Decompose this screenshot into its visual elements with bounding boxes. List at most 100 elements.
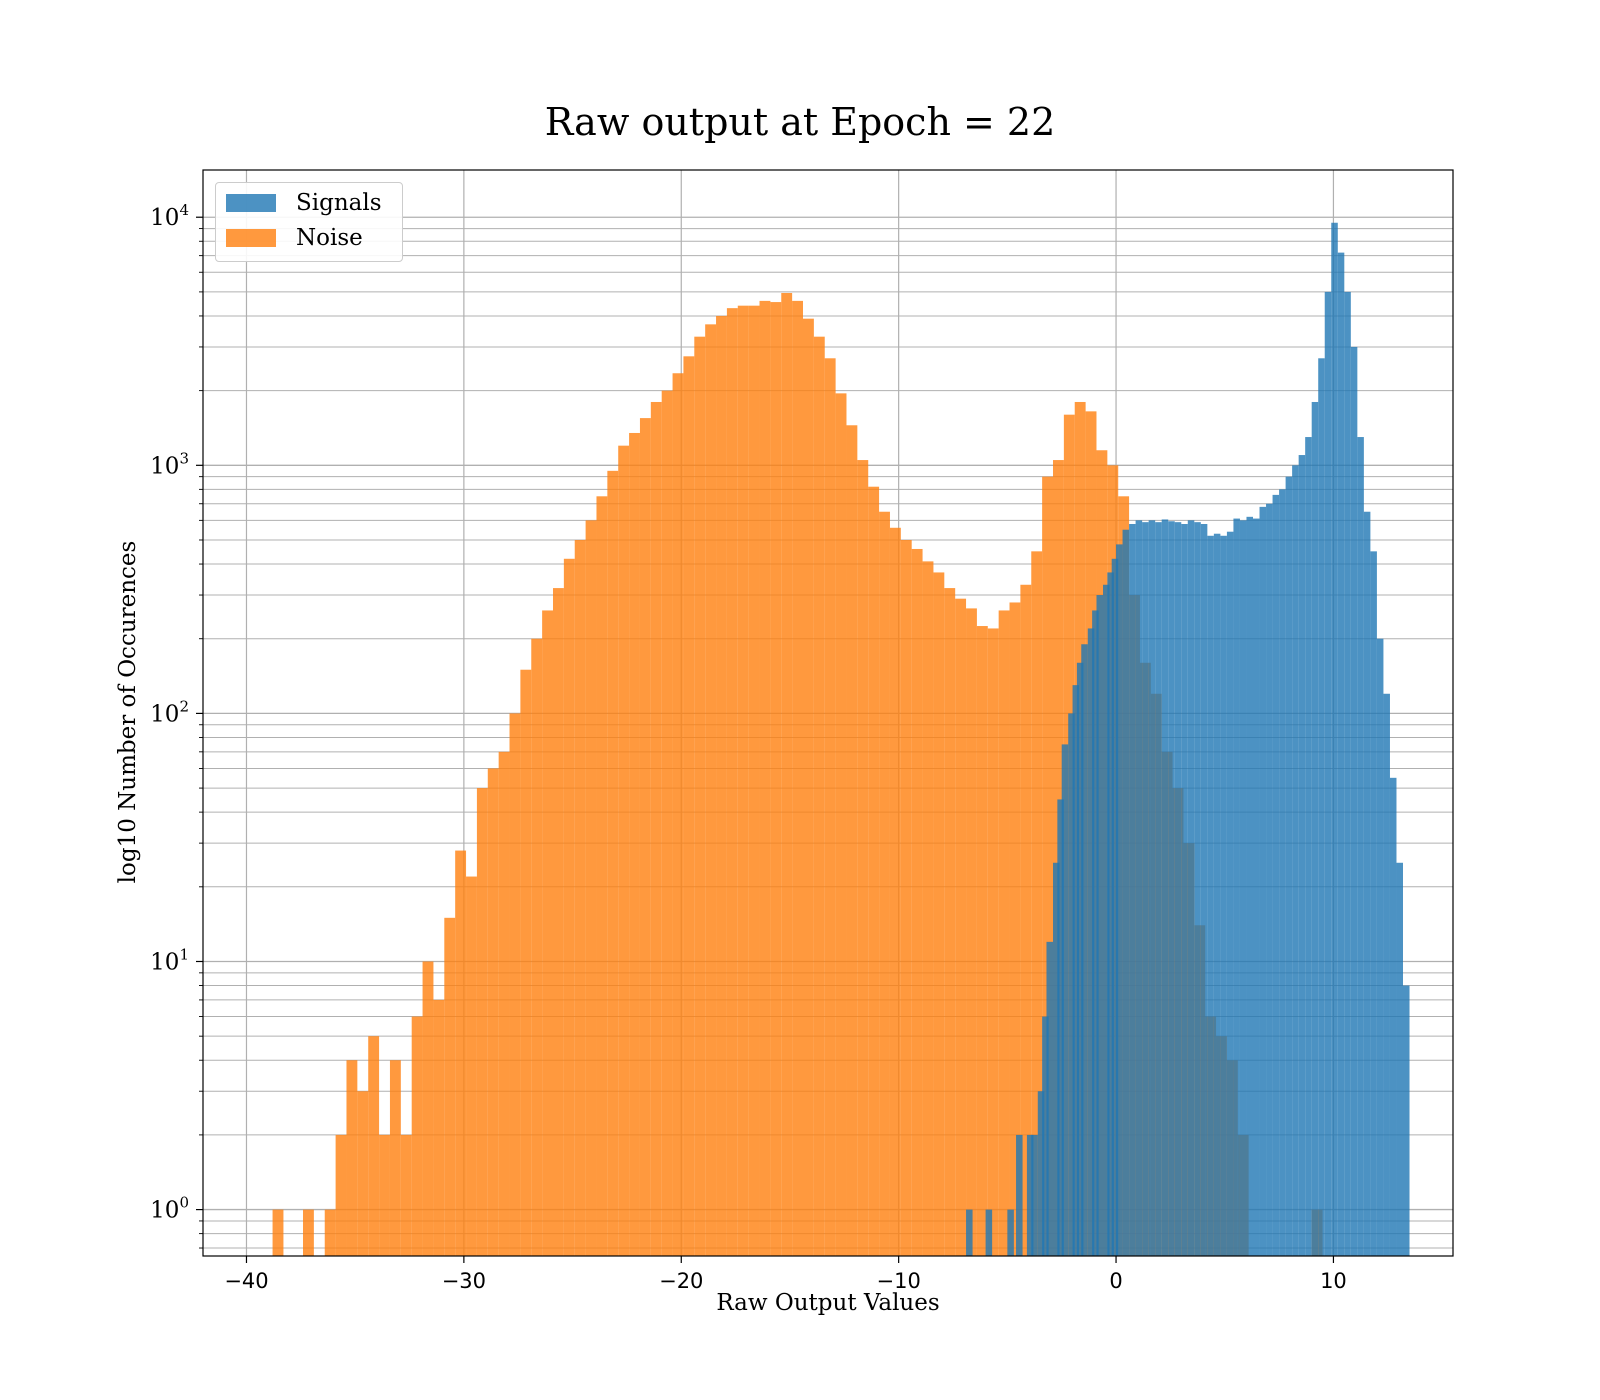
y-tick-label: 103 [150,449,189,479]
x-axis-label: Raw Output Values [716,1290,940,1316]
bar-noise [944,588,956,1256]
x-tick-label: −10 [876,1269,920,1293]
bar-signals [1061,744,1069,1256]
bar-noise [857,460,869,1257]
bar-signals [1246,516,1253,1256]
bar-signals [1318,358,1325,1256]
bar-noise [324,1209,336,1256]
bar-noise [272,1209,284,1256]
bar-signals [1376,638,1384,1256]
bar-signals [1311,401,1319,1256]
bar-signals [1350,346,1358,1256]
bar-signals [1107,572,1114,1256]
bar-noise [846,425,858,1256]
bar-noise [813,336,825,1256]
bar-signals [1081,644,1088,1256]
legend-item-noise: Noise [226,224,363,252]
bar-signals [1135,520,1143,1256]
legend-label-noise: Noise [296,225,363,251]
legend: Signals Noise [215,182,403,262]
bar-signals [1272,494,1280,1256]
bar-signals [1111,558,1119,1256]
bar-noise [900,539,912,1256]
bar-signals [1161,519,1169,1256]
bar-signals [1187,520,1195,1256]
bar-signals [1026,1134,1034,1256]
bar-signals [1259,506,1267,1256]
chart-title: Raw output at Epoch = 22 [544,100,1056,144]
bar-noise [553,588,564,1256]
bar-signals [1076,662,1084,1256]
bar-noise [476,788,488,1256]
bar-signals [1357,437,1364,1256]
bar-signals [1253,518,1260,1256]
bar-signals [1155,522,1162,1256]
bar-signals [1174,522,1182,1256]
bar-noise [966,608,977,1256]
bar-noise [879,511,890,1256]
bar-signals [1220,535,1227,1256]
bar-signals [1389,777,1397,1256]
bar-noise [737,305,749,1256]
bar-noise [835,393,847,1257]
legend-label-signals: Signals [296,190,382,216]
bar-noise [792,300,803,1256]
axes: −40 −30 −20 −10 0 10 100 101 102 103 104 [150,169,1454,1293]
bar-signals [1087,628,1095,1256]
bar-signals [1072,685,1080,1256]
bar-noise [759,300,771,1256]
bar-noise [922,561,934,1256]
bar-noise [498,751,510,1256]
signals-series [966,222,1410,1257]
bar-noise [303,1209,314,1256]
bar-signals [1285,476,1293,1256]
bar-noise [998,610,1010,1256]
bar-noise [379,1134,390,1256]
bar-noise [672,373,684,1257]
bar-signals [1103,584,1110,1256]
bar-noise [596,496,608,1256]
bar-signals [1233,518,1240,1256]
bar-signals [1148,520,1156,1256]
bar-noise [389,1060,401,1256]
bar-noise [781,292,793,1257]
x-tick-label: −30 [442,1269,486,1293]
bar-signals [1370,551,1377,1256]
bar-signals [1200,524,1208,1256]
bar-signals [1042,1016,1049,1256]
bar-noise [346,1060,358,1256]
bar-noise [400,1134,412,1256]
bar-noise [889,527,901,1256]
bar-signals [1292,465,1299,1256]
bar-noise [803,318,814,1256]
bar-noise [987,628,999,1256]
bar-signals [1279,489,1286,1256]
bar-noise [933,572,945,1256]
bar-noise [683,356,695,1256]
bar-noise [1009,602,1021,1256]
bar-noise [955,598,967,1256]
bar-noise [455,850,467,1256]
bar-noise [748,305,760,1256]
bar-signals [1096,595,1103,1256]
bar-noise [520,669,532,1256]
bar-signals [1213,533,1221,1256]
bar-noise [357,1091,369,1256]
bar-signals [1057,799,1064,1256]
bar-noise [726,308,738,1256]
bar-signals [1129,524,1136,1256]
bar-noise [1042,476,1053,1256]
bar-noise [466,876,477,1256]
bar-noise [1031,551,1043,1256]
x-tick-label: 0 [1109,1269,1122,1293]
bar-signals [1046,941,1053,1256]
bar-noise [509,713,521,1256]
bar-noise [976,626,988,1256]
y-tick-label: 101 [150,945,189,975]
bar-signals [1007,1209,1014,1256]
x-tick-label: 10 [1320,1269,1347,1293]
bar-signals [1016,1134,1023,1256]
bar-noise [868,486,880,1257]
bar-noise [618,445,630,1257]
bar-noise [639,418,651,1256]
